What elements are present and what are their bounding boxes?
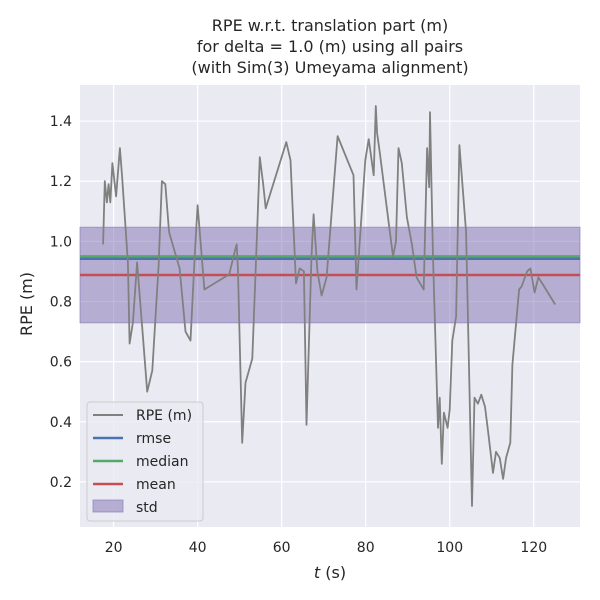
legend-box	[86, 401, 204, 522]
legend-label-rmse: rmse	[136, 431, 171, 447]
y-tick-label: 1.2	[50, 174, 72, 190]
legend: RPE (m) rmse median mean std	[86, 401, 204, 522]
x-tick-label: 80	[357, 540, 375, 556]
x-tick-label: 40	[189, 540, 207, 556]
rpe-series-line	[102, 105, 556, 507]
y-tick-label: 1.4	[50, 114, 72, 130]
x-tick-label: 100	[436, 540, 463, 556]
x-tick-label: 60	[273, 540, 291, 556]
legend-label-rpe: RPE (m)	[136, 408, 192, 424]
chart-title: RPE w.r.t. translation part (m) for delt…	[191, 16, 468, 77]
y-tick-label: 0.2	[50, 475, 72, 491]
y-tick-label: 1.0	[50, 234, 72, 250]
legend-label-median: median	[136, 454, 188, 470]
title-line-2: for delta = 1.0 (m) using all pairs	[197, 37, 463, 56]
x-tick-label: 120	[520, 540, 547, 556]
legend-label-mean: mean	[136, 477, 176, 493]
y-tick-labels: 0.2 0.4 0.6 0.8 1.0 1.2 1.4	[50, 114, 72, 491]
x-axis-label: t (s)	[314, 563, 346, 582]
x-tick-labels: 20 40 60 80 100 120	[105, 540, 547, 556]
x-tick-label: 20	[105, 540, 123, 556]
title-line-1: RPE w.r.t. translation part (m)	[212, 16, 448, 35]
x-axis-unit: (s)	[320, 563, 346, 582]
title-line-3: (with Sim(3) Umeyama alignment)	[191, 58, 468, 77]
y-axis-label: RPE (m)	[17, 272, 36, 336]
x-axis-variable: t	[314, 563, 321, 582]
stat-lines-layer	[80, 255, 580, 277]
legend-swatch-std	[92, 499, 124, 513]
y-tick-label: 0.8	[50, 294, 72, 310]
y-tick-label: 0.4	[50, 415, 72, 431]
legend-label-std: std	[136, 500, 158, 516]
series-lines-layer	[102, 105, 556, 507]
y-tick-label: 0.6	[50, 355, 72, 371]
